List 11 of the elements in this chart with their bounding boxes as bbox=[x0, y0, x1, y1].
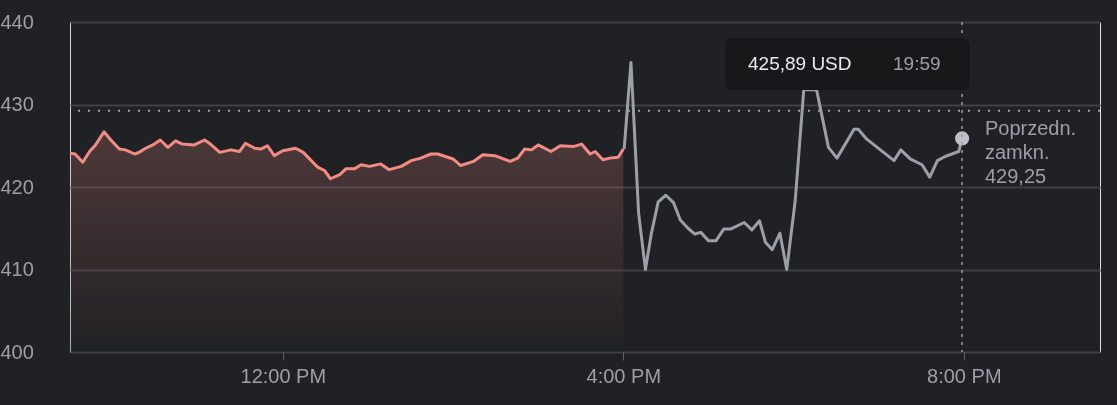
x-tick-label: 4:00 PM bbox=[586, 364, 662, 387]
x-tick-label: 12:00 PM bbox=[240, 364, 327, 387]
y-tick-label: 400 bbox=[0, 340, 34, 363]
y-tick-label: 420 bbox=[0, 175, 34, 198]
x-tick-label: 8:00 PM bbox=[927, 364, 1002, 387]
y-tick-label: 410 bbox=[0, 258, 34, 280]
y-tick-label: 430 bbox=[0, 93, 34, 115]
annotation: 19:59 bbox=[893, 53, 941, 74]
ref-line-label: Poprzedn. zamkn. 429,25 bbox=[985, 116, 1077, 187]
y-tick-label: 440 bbox=[0, 10, 34, 33]
annotation: 425,89 USD bbox=[748, 53, 852, 74]
